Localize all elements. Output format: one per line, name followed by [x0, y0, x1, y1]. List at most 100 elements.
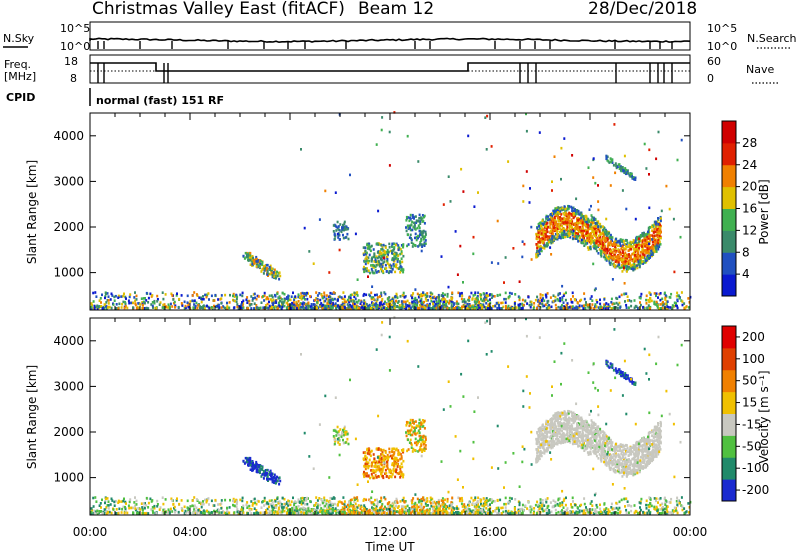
- echo-cell: [637, 251, 640, 254]
- echo-cell: [639, 235, 642, 238]
- colorbar-segment: [722, 164, 736, 188]
- echo-cell: [541, 499, 544, 502]
- echo-cell: [411, 296, 414, 299]
- echo-cell: [356, 291, 359, 294]
- echo-cell: [618, 255, 621, 259]
- echo-cell: [580, 234, 583, 237]
- echo-cell: [658, 245, 661, 249]
- echo-cell: [277, 297, 280, 300]
- echo-cell: [560, 177, 562, 181]
- echo-cell: [637, 260, 640, 263]
- echo-cell: [374, 257, 377, 260]
- echo-cell: [248, 504, 251, 508]
- echo-cell: [415, 221, 418, 224]
- echo-cell: [507, 304, 510, 308]
- echo-cell: [360, 306, 363, 309]
- echo-cell: [542, 502, 544, 505]
- echo-cell: [151, 301, 154, 304]
- echo-cell: [457, 302, 460, 306]
- echo-cell: [242, 511, 245, 514]
- echo-cell: [375, 307, 378, 310]
- echo-cell: [251, 504, 254, 507]
- echo-cell: [395, 294, 398, 297]
- echo-cell: [424, 502, 427, 505]
- echo-cell: [563, 497, 566, 501]
- echo-cell: [624, 264, 627, 268]
- echo-cell: [537, 300, 540, 303]
- echo-cell: [124, 305, 127, 308]
- echo-cell: [112, 303, 115, 306]
- echo-cell: [505, 307, 507, 310]
- echo-cell: [362, 302, 365, 305]
- echo-cell: [657, 223, 660, 226]
- echo-cell: [650, 299, 653, 303]
- echo-cell: [581, 304, 584, 308]
- echo-cell: [325, 297, 328, 301]
- echo-cell: [118, 302, 121, 306]
- echo-cell: [107, 500, 110, 503]
- echo-cell: [321, 307, 324, 310]
- freq-trace: [90, 62, 690, 83]
- echo-cell: [406, 304, 409, 308]
- echo-cell: [680, 138, 683, 142]
- echo-cell: [105, 512, 108, 515]
- echo-cell: [276, 270, 278, 274]
- echo-cell: [537, 509, 540, 512]
- echo-cell: [99, 305, 102, 308]
- echo-cell: [608, 261, 611, 265]
- echo-cell: [139, 303, 142, 306]
- echo-cell: [271, 295, 274, 299]
- echo-cell: [606, 159, 609, 162]
- echo-cell: [220, 306, 223, 309]
- echo-cell: [257, 258, 260, 262]
- echo-cell: [593, 244, 596, 248]
- echo-cell: [260, 301, 263, 304]
- echo-cell: [306, 496, 308, 500]
- echo-cell: [414, 236, 416, 240]
- echo-cell: [413, 306, 416, 309]
- echo-cell: [594, 245, 597, 249]
- echo-cell: [554, 504, 557, 507]
- echo-cell: [628, 243, 631, 247]
- echo-cell: [607, 256, 610, 259]
- echo-cell: [372, 296, 375, 299]
- echo-cell: [285, 506, 288, 510]
- echo-cell: [375, 260, 377, 263]
- echo-cell: [134, 508, 137, 512]
- echo-cell: [441, 497, 444, 500]
- echo-cell: [555, 226, 558, 230]
- echo-cell: [622, 246, 625, 250]
- echo-cell: [194, 304, 197, 308]
- echo-cell: [527, 295, 530, 299]
- echo-cell: [475, 296, 478, 300]
- echo-cell: [403, 305, 406, 309]
- echo-cell: [554, 213, 557, 217]
- echo-cell: [428, 306, 431, 310]
- echo-cell: [170, 497, 173, 501]
- echo-cell: [560, 230, 563, 233]
- echo-cell: [584, 214, 587, 218]
- echo-cell: [372, 302, 375, 305]
- echo-cell: [465, 306, 468, 309]
- echo-cell: [614, 245, 617, 249]
- echo-cell: [509, 307, 512, 310]
- echo-cell: [378, 255, 381, 259]
- echo-cell: [638, 265, 641, 269]
- echo-cell: [561, 224, 564, 228]
- echo-cell: [553, 208, 556, 212]
- echo-cell: [611, 302, 614, 306]
- echo-cell: [649, 234, 652, 237]
- echo-cell: [616, 306, 619, 310]
- echo-cell: [398, 306, 401, 309]
- echo-cell: [624, 251, 627, 255]
- echo-cell: [297, 295, 300, 299]
- echo-cell: [215, 304, 218, 308]
- echo-cell: [479, 304, 482, 307]
- echo-cell: [363, 292, 366, 296]
- echo-cell: [430, 307, 433, 310]
- echo-cell: [411, 213, 414, 217]
- echo-cell: [417, 300, 420, 304]
- echo-cell: [267, 502, 270, 506]
- echo-cell: [110, 292, 113, 296]
- echo-cell: [665, 303, 668, 306]
